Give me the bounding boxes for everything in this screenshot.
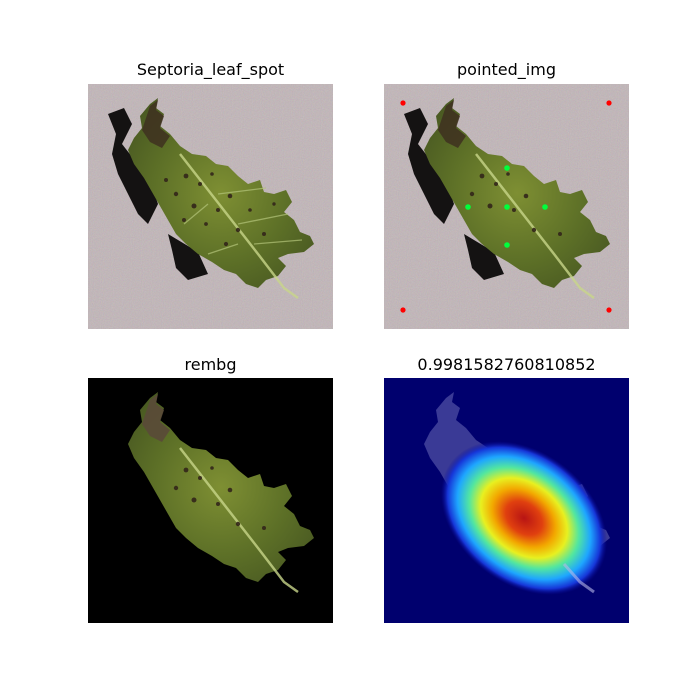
- center-point-bottom: [504, 242, 510, 248]
- leaf-photo-with-points: [384, 84, 629, 329]
- center-point-middle: [504, 204, 510, 210]
- pointed-image-panel: [384, 84, 629, 329]
- original-image-panel: [88, 84, 333, 329]
- center-point-top: [504, 165, 510, 171]
- panel-title-original: Septoria_leaf_spot: [136, 60, 285, 79]
- center-point-left: [465, 204, 471, 210]
- leaf-photo: [88, 84, 333, 329]
- heatmap-panel: [384, 378, 629, 623]
- rembg-image-panel: [88, 378, 333, 623]
- corner-point-bottom-left: [400, 307, 406, 313]
- leaf-background-removed: [88, 378, 333, 623]
- activation-heatmap: [440, 441, 608, 595]
- leaf-shadow-lower: [168, 234, 208, 280]
- corner-point-bottom-right: [606, 307, 612, 313]
- leaf-shadow: [108, 108, 158, 224]
- heatmap-overlay: [384, 378, 629, 623]
- center-point-right: [542, 204, 548, 210]
- corner-point-top-left: [400, 100, 406, 106]
- panel-title-score: 0.9981582760810852: [417, 355, 596, 374]
- corner-point-top-right: [606, 100, 612, 106]
- panel-title-rembg: rembg: [184, 355, 237, 374]
- panel-title-pointed: pointed_img: [457, 60, 556, 79]
